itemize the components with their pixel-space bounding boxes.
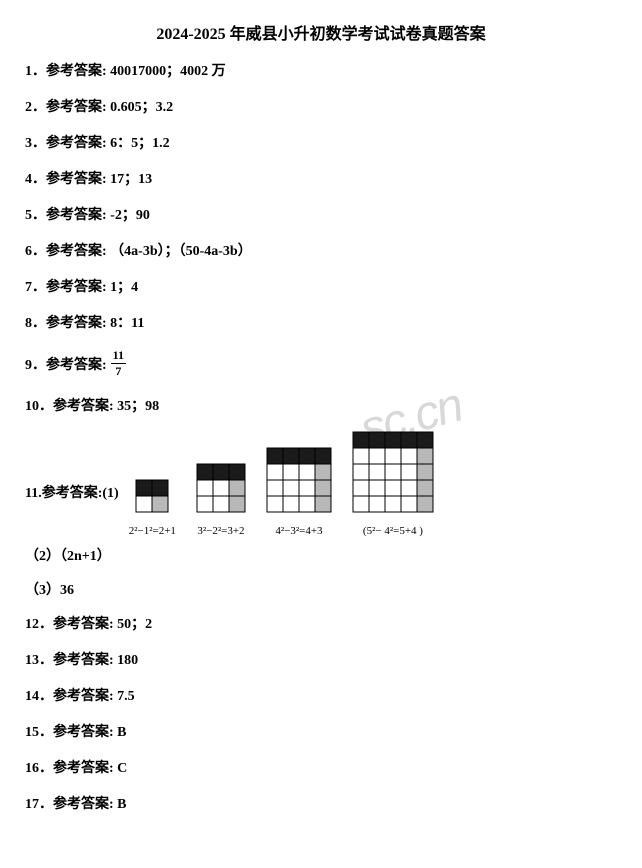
answer-3: 3．参考答案: 6：5；1.2 — [25, 132, 617, 152]
page-title: 2024-2025 年威县小升初数学考试试卷真题答案 — [25, 20, 617, 44]
answer-9: 9．参考答案: 11 7 — [25, 348, 617, 379]
answer-14: 14．参考答案: 7.5 — [25, 685, 617, 705]
answer-9-label: 9．参考答案: — [25, 354, 107, 374]
answer-17: 17．参考答案: B — [25, 793, 617, 813]
fraction-numerator: 11 — [111, 348, 126, 364]
answer-8: 8．参考答案: 8：11 — [25, 312, 617, 332]
answer-6: 6．参考答案: （4a-3b）；（50-4a-3b） — [25, 240, 617, 260]
answer-10: 10．参考答案: 35；98 — [25, 395, 617, 415]
answer-11-diagrams: 11.参考答案:(1) 2²−1²=2+1 3²−2²=3+2 4²−3²=4+3 (… — [25, 431, 617, 537]
answer-2: 2．参考答案: 0.605；3.2 — [25, 96, 617, 116]
grid-diagram-2: 3²−2²=3+2 — [196, 463, 246, 537]
grid-diagram-3: 4²−3²=4+3 — [266, 447, 332, 537]
answer-1: 1．参考答案: 40017000；4002 万 — [25, 60, 617, 80]
grid-caption-2: 3²−2²=3+2 — [197, 525, 244, 537]
fraction-11-7: 11 7 — [111, 348, 126, 379]
fraction-denominator: 7 — [111, 364, 126, 379]
answer-11-sub2: （2）（2n+1） — [25, 545, 617, 565]
grid-caption-3: 4²−3²=4+3 — [275, 525, 322, 537]
answer-12: 12．参考答案: 50；2 — [25, 613, 617, 633]
answer-11-sub3: （3）36 — [25, 579, 617, 599]
answer-16: 16．参考答案: C — [25, 757, 617, 777]
answer-4: 4．参考答案: 17；13 — [25, 168, 617, 188]
grid-diagram-1: 2²−1²=2+1 — [129, 479, 176, 537]
grid-caption-4: (5²− 4²=5+4 ) — [363, 525, 423, 537]
answer-13: 13．参考答案: 180 — [25, 649, 617, 669]
answer-15: 15．参考答案: B — [25, 721, 617, 741]
grid-caption-1: 2²−1²=2+1 — [129, 525, 176, 537]
answer-5: 5．参考答案: -2；90 — [25, 204, 617, 224]
answer-7: 7．参考答案: 1；4 — [25, 276, 617, 296]
grid-diagram-4: (5²− 4²=5+4 ) — [352, 431, 434, 537]
answer-11-label: 11.参考答案:(1) — [25, 482, 119, 537]
